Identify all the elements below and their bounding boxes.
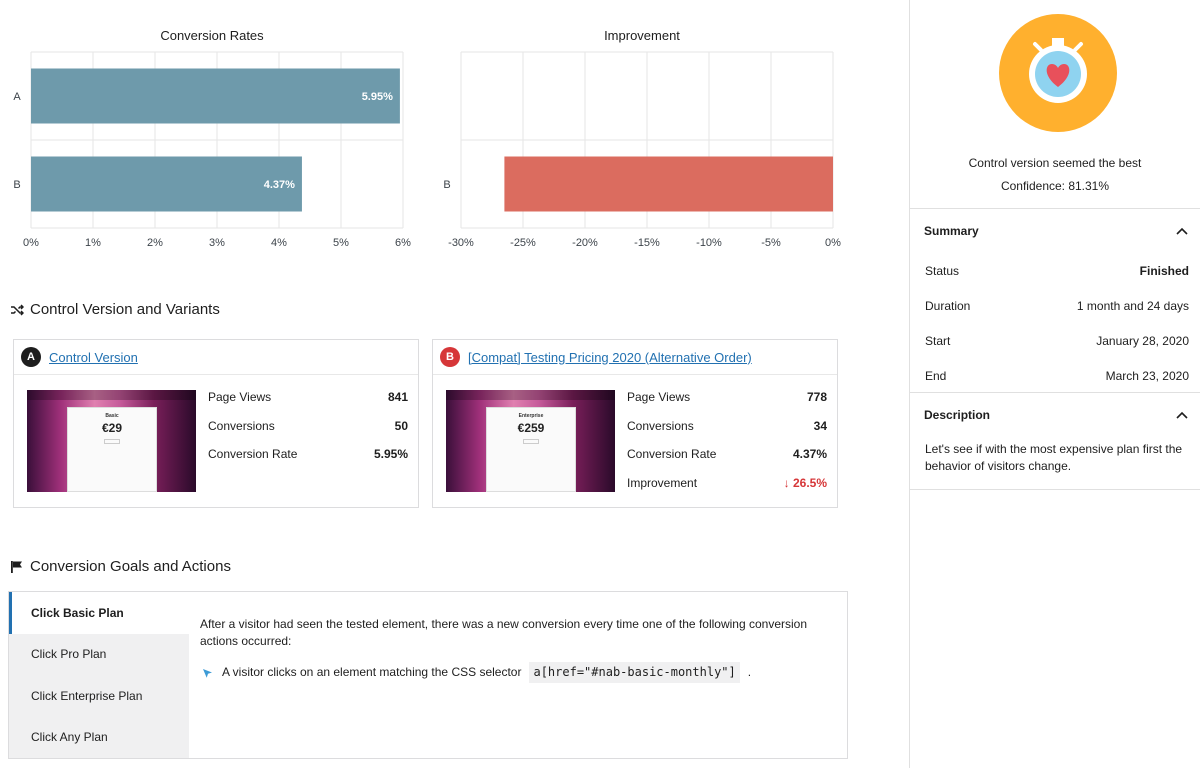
- bar: [31, 156, 302, 212]
- result-text: Control version seemed the best: [968, 156, 1142, 170]
- x-tick-label: 1%: [85, 237, 101, 249]
- conversion-rates-chart: 0% 1% 2% 3% 4% 5% 6% A 5.95% B 4.37%: [13, 51, 411, 249]
- variant-card-header: B [Compat] Testing Pricing 2020 (Alterna…: [433, 340, 837, 375]
- variant-stats-a: Page Views 841 Conversions 50 Conversion R…: [208, 390, 408, 476]
- thumb-plan-price: €259: [517, 421, 545, 435]
- bar: [31, 68, 400, 124]
- cursor-click-icon: [203, 668, 212, 678]
- bar-value-label: 5.95%: [362, 91, 393, 103]
- x-tick-label: 5%: [333, 237, 349, 249]
- improvement-value: ↓ 26.5%: [783, 476, 827, 491]
- bar-value-label: 4.37%: [264, 179, 295, 191]
- x-tick-label: 6%: [395, 237, 411, 249]
- sidebar: Control version seemed the best Confiden…: [909, 0, 1200, 768]
- variant-b-link[interactable]: [Compat] Testing Pricing 2020 (Alternati…: [468, 349, 752, 365]
- goals-title-text: Conversion Goals and Actions: [30, 558, 231, 575]
- goal-tab-basic[interactable]: Click Basic Plan: [9, 592, 189, 634]
- thumb-plan-name: Basic: [105, 413, 119, 419]
- goal-action: A visitor clicks on an element matching …: [200, 662, 820, 683]
- x-tick-label: -30%: [448, 237, 474, 249]
- goals-section-title: Conversion Goals and Actions: [10, 558, 231, 575]
- stat-row: Conversion Rate 5.95%: [208, 447, 408, 462]
- summary-title: Summary: [924, 224, 979, 238]
- improvement-chart: -30% -25% -20% -15% -10% -5% 0% B: [443, 51, 841, 249]
- summary-panel: Summary Status Finished Duration 1 month a…: [910, 208, 1200, 393]
- description-text: Let's see if with the most expensive pla…: [925, 442, 1183, 473]
- x-tick-label: -15%: [634, 237, 660, 249]
- control-version-link[interactable]: Control Version: [49, 349, 138, 365]
- goal-tab-pro[interactable]: Click Pro Plan: [31, 647, 107, 662]
- variant-card-b: B [Compat] Testing Pricing 2020 (Alterna…: [432, 339, 838, 508]
- action-text: A visitor clicks on an element matching …: [222, 665, 522, 679]
- stat-row: Conversions 50: [208, 418, 408, 433]
- css-selector-code: a[href="#nab-basic-monthly"]: [529, 662, 740, 683]
- flag-icon: [11, 560, 22, 573]
- thumb-plan-price: €29: [101, 421, 123, 435]
- stat-row: Page Views 841: [208, 390, 408, 404]
- variant-thumbnail-a: Basic €29: [27, 390, 196, 492]
- x-tick-label: -5%: [761, 237, 781, 249]
- variant-card-a: A Control Version Basic €29 Page Views 84…: [13, 339, 419, 508]
- category-label: B: [443, 179, 450, 191]
- variants-title-text: Control Version and Variants: [30, 301, 220, 318]
- confidence-text: Confidence: 81.31%: [1000, 179, 1110, 193]
- x-tick-label: 2%: [147, 237, 163, 249]
- variant-stats-b: Page Views 778 Conversions 34 Conversion R…: [627, 390, 827, 505]
- bar: [504, 156, 833, 212]
- summary-row-start: Start January 28, 2020: [925, 333, 1189, 348]
- improvement-title: Improvement: [604, 28, 680, 43]
- goals-panel: Click Basic Plan Click Pro Plan Click En…: [8, 591, 848, 759]
- summary-row-duration: Duration 1 month and 24 days: [925, 298, 1189, 313]
- variant-badge-b: B: [440, 347, 460, 367]
- shuffle-icon: [11, 303, 24, 316]
- category-label: B: [13, 179, 20, 191]
- summary-row-end: End March 23, 2020: [925, 368, 1189, 383]
- goal-tab-any[interactable]: Click Any Plan: [31, 730, 108, 745]
- x-tick-label: -20%: [572, 237, 598, 249]
- stopwatch-heart-icon: [999, 14, 1117, 132]
- x-tick-label: 0%: [23, 237, 39, 249]
- stat-row: Conversion Rate 4.37%: [627, 447, 827, 462]
- description-panel: Description Let's see if with the most e…: [910, 392, 1200, 490]
- thumb-plan-name: Enterprise: [518, 413, 544, 419]
- x-tick-label: -25%: [510, 237, 536, 249]
- summary-row-status: Status Finished: [925, 263, 1189, 278]
- stat-row: Page Views 778: [627, 390, 827, 404]
- variant-badge-a: A: [21, 347, 41, 367]
- description-toggle[interactable]: Description: [910, 393, 1200, 437]
- variants-section-title: Control Version and Variants: [10, 301, 220, 318]
- stat-row: Improvement ↓ 26.5%: [627, 476, 827, 491]
- conversion-rates-title: Conversion Rates: [160, 28, 264, 43]
- goal-description: After a visitor had seen the tested elem…: [200, 617, 807, 648]
- x-tick-label: 0%: [825, 237, 841, 249]
- goal-tabs: Click Basic Plan Click Pro Plan Click En…: [9, 592, 189, 758]
- chevron-up-icon: [1176, 411, 1188, 419]
- stat-row: Conversions 34: [627, 418, 827, 433]
- variant-thumbnail-b: Enterprise €259: [446, 390, 615, 492]
- main-content: Conversion Rates 0% 1% 2% 3% 4% 5% 6% A 5.95% B 4.…: [8, 28, 848, 759]
- x-tick-label: 4%: [271, 237, 287, 249]
- chevron-up-icon: [1176, 227, 1188, 235]
- x-tick-label: 3%: [209, 237, 225, 249]
- goal-details: After a visitor had seen the tested elem…: [200, 616, 820, 683]
- summary-toggle[interactable]: Summary: [910, 209, 1200, 253]
- action-period: .: [747, 665, 752, 679]
- category-label: A: [13, 91, 21, 103]
- variant-card-header: A Control Version: [14, 340, 418, 375]
- goal-tab-enterprise[interactable]: Click Enterprise Plan: [31, 688, 143, 703]
- description-title: Description: [924, 408, 991, 422]
- x-tick-label: -10%: [696, 237, 722, 249]
